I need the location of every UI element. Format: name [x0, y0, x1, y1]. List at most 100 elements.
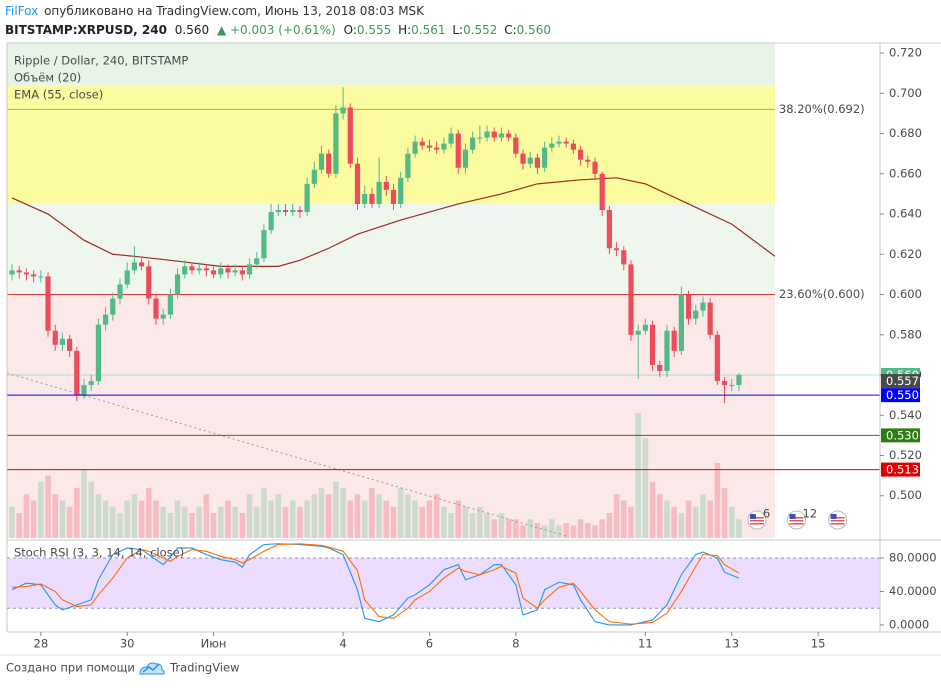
candle-body: [592, 161, 598, 174]
candle-body: [635, 330, 641, 335]
volume-bar: [282, 506, 289, 538]
flag-stripe: [789, 523, 804, 525]
legend-entry: Объём (20): [14, 71, 81, 85]
plot: 38.20%(0.692) 23.60%(0.600) 0.500 0.520 0.54…: [6, 42, 941, 651]
candle-body: [268, 212, 274, 231]
candle-body: [585, 159, 591, 162]
candle-body: [520, 153, 526, 164]
volume-bar: [498, 513, 505, 538]
fib-label: 38.20%(0.692): [779, 102, 865, 116]
flag-stripe: [789, 517, 804, 519]
volume-bar: [225, 500, 231, 538]
volume-bar: [268, 500, 274, 538]
volume-bar: [685, 500, 692, 538]
volume-bar: [692, 506, 699, 538]
candle-body: [434, 147, 440, 150]
volume-bar: [585, 523, 591, 538]
candle-body: [369, 193, 375, 204]
candle-body: [38, 276, 44, 278]
volume-bar: [469, 513, 476, 538]
volume-bar: [246, 494, 253, 538]
price-tag: [881, 388, 920, 403]
ohlc-value: 0.561: [411, 23, 445, 37]
candle-body: [527, 157, 533, 164]
zone: [7, 43, 775, 86]
volume-bar: [333, 481, 339, 538]
candle-body: [23, 272, 30, 275]
header-line: FilFox опубликовано на TradingView.com, …: [5, 4, 425, 18]
candle-body: [261, 230, 267, 259]
candle-body: [383, 181, 389, 190]
candle-body: [599, 173, 605, 211]
volume-bar: [289, 500, 296, 538]
volume-bar: [38, 481, 44, 538]
candle-body: [254, 258, 260, 265]
candle-body: [578, 149, 584, 160]
chart-title: Ripple / Dollar, 240, BITSTAMP: [14, 54, 188, 68]
y-tick-label: 0.660: [889, 166, 922, 180]
y-tick-label: 0.520: [889, 448, 922, 462]
candle-body: [455, 133, 461, 168]
candle-body: [649, 324, 656, 365]
candle-body: [556, 141, 562, 144]
fib-label: 23.60%(0.600): [779, 287, 865, 301]
candle-body: [685, 294, 692, 319]
volume-bar: [448, 513, 454, 538]
candle-body: [340, 107, 346, 114]
volume-bar: [124, 500, 130, 538]
candle-body: [426, 145, 433, 148]
ohlc-value: 0.552: [463, 23, 497, 37]
price-tag-label: 0.557: [886, 374, 919, 388]
x-tick-label: Июн: [201, 637, 227, 651]
volume-bar: [109, 506, 116, 538]
candle-body: [225, 268, 231, 273]
candle-body: [232, 270, 238, 273]
candle-body: [52, 330, 58, 345]
candle-body: [203, 268, 209, 271]
candle-body: [606, 210, 612, 249]
candle-body: [31, 274, 37, 277]
candle-body: [506, 133, 512, 138]
candle-body: [138, 262, 145, 267]
candle-body: [729, 385, 735, 387]
volume-bar: [656, 494, 663, 538]
volume-bar: [570, 525, 577, 538]
volume-bar: [678, 513, 685, 538]
ema-line: [11, 177, 776, 267]
volume-bar: [541, 525, 548, 538]
ohlc-label: C:: [504, 23, 516, 37]
price-tag: [881, 462, 920, 477]
candle-body: [721, 381, 728, 386]
candle-body: [707, 302, 713, 335]
candle-body: [275, 210, 281, 213]
volume-bar: [599, 519, 605, 538]
y-tick-label: 0.500: [889, 488, 922, 502]
candle-body: [412, 141, 418, 154]
candle-body: [102, 314, 109, 325]
flag-stripe: [749, 517, 764, 519]
volume-bar: [340, 488, 346, 538]
trend-line: [6, 372, 567, 537]
x-tick-label: 30: [120, 637, 135, 651]
footer-text: Создано при помощи: [6, 661, 135, 675]
volume-bar: [138, 500, 145, 538]
flag-stripe: [749, 520, 764, 522]
brand: TradingView: [169, 661, 239, 675]
event-count: 12: [803, 507, 818, 521]
volume-bar: [318, 488, 325, 538]
volume-bar: [217, 506, 224, 538]
stoch-band: [7, 557, 880, 609]
volume-bar: [441, 506, 447, 538]
candle-body: [110, 298, 116, 315]
volume-bar: [455, 500, 462, 538]
volume-bar: [23, 494, 30, 538]
event-flag: [747, 510, 767, 530]
volume-bar: [376, 494, 382, 538]
candle-body: [196, 268, 202, 271]
volume-bar: [606, 513, 613, 538]
volume-bar: [592, 525, 598, 538]
volume-bar: [261, 488, 267, 538]
event-flag: [828, 510, 848, 530]
candle-body: [160, 314, 166, 319]
candle-body: [736, 375, 742, 386]
